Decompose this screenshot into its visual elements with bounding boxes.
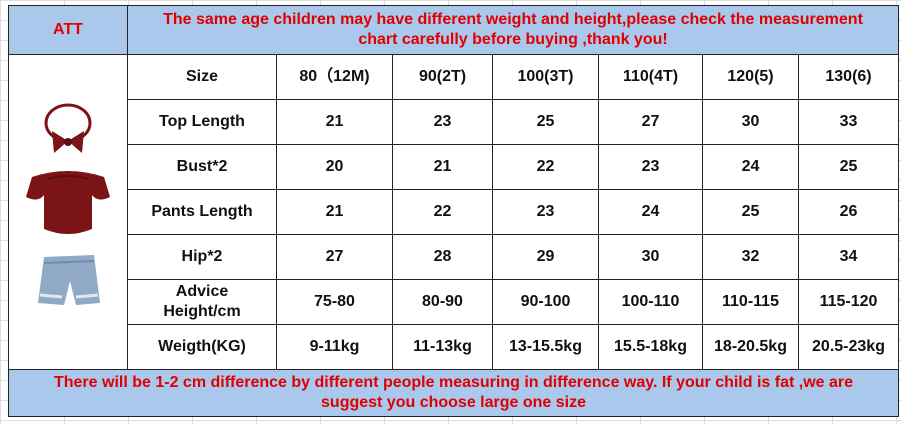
table-cell: 18-20.5kg	[702, 324, 799, 370]
table-cell: 13-15.5kg	[492, 324, 599, 370]
row-label-advice-line2: Height/cm	[163, 303, 241, 320]
row-label-bust: Bust*2	[127, 144, 277, 190]
table-cell: 20	[276, 144, 393, 190]
headband-bow-icon	[44, 103, 92, 153]
brand-label: ATT	[8, 5, 128, 55]
row-label-advice-line1: Advice	[175, 283, 229, 300]
size-120-header: 120(5)	[702, 54, 799, 100]
table-cell: 32	[702, 234, 799, 280]
size-110-header: 110(4T)	[598, 54, 703, 100]
measurement-notice-line1: The same age children may have different…	[163, 11, 863, 28]
table-cell: 115-120	[797, 279, 900, 325]
table-row-hip: Hip*2 27 28 29 30 32 34	[9, 234, 900, 280]
denim-shorts-icon	[38, 255, 100, 305]
product-photo-cell	[8, 54, 128, 370]
row-label-top-length: Top Length	[127, 99, 277, 145]
size-chart-table: ATT The same age children may have diffe…	[7, 5, 900, 417]
table-cell: 34	[797, 234, 900, 280]
table-cell: 30	[702, 99, 799, 145]
size-header-row: Size 80（12M) 90(2T) 100(3T) 110(4T) 120(…	[8, 54, 900, 370]
table-cell: 22	[392, 189, 493, 235]
table-cell: 23	[492, 189, 599, 235]
outfit-illustration	[26, 103, 110, 305]
row-label-pants-length: Pants Length	[127, 189, 277, 235]
table-cell: 24	[702, 144, 799, 190]
table-cell: 80-90	[392, 279, 493, 325]
table-cell: 11-13kg	[392, 324, 493, 370]
size-column-header: Size	[127, 54, 277, 100]
table-cell: 33	[797, 99, 900, 145]
table-cell: 15.5-18kg	[598, 324, 703, 370]
table-cell: 25	[492, 99, 599, 145]
table-cell: 100-110	[598, 279, 703, 325]
row-label-hip: Hip*2	[127, 234, 277, 280]
table-row-pants-length: Pants Length 21 22 23 24 25 26	[9, 189, 900, 235]
table-cell: 21	[276, 189, 393, 235]
table-cell: 75-80	[276, 279, 393, 325]
table-cell: 22	[492, 144, 599, 190]
table-cell: 25	[702, 189, 799, 235]
footer-notice-line2: suggest you choose large one size	[321, 394, 586, 411]
measurement-notice-line2: chart carefully before buying ,thank you…	[358, 31, 668, 48]
table-row-weight: Weigth(KG) 9-11kg 11-13kg 13-15.5kg 15.5…	[9, 324, 900, 370]
size-130-header: 130(6)	[797, 54, 900, 100]
table-row-advice-height: Advice Height/cm 75-80 80-90 90-100 100-…	[9, 279, 900, 325]
table-cell: 27	[598, 99, 703, 145]
table-cell: 23	[392, 99, 493, 145]
table-cell: 9-11kg	[276, 324, 393, 370]
row-label-advice-height: Advice Height/cm	[127, 279, 277, 325]
measurement-notice: The same age children may have different…	[126, 5, 900, 55]
table-cell: 29	[492, 234, 599, 280]
table-cell: 26	[797, 189, 900, 235]
footer-notice-line1: There will be 1-2 cm difference by diffe…	[53, 374, 854, 391]
table-cell: 24	[598, 189, 703, 235]
table-row-top-length: Top Length 21 23 25 27 30 33	[9, 99, 900, 145]
table-cell: 27	[276, 234, 393, 280]
table-cell: 90-100	[492, 279, 599, 325]
footer-row: There will be 1-2 cm difference by diffe…	[7, 369, 900, 417]
header-row: ATT The same age children may have diffe…	[8, 5, 900, 55]
table-cell: 28	[392, 234, 493, 280]
table-cell: 20.5-23kg	[797, 324, 900, 370]
table-cell: 110-115	[702, 279, 799, 325]
table-cell: 30	[598, 234, 703, 280]
table-cell: 21	[392, 144, 493, 190]
row-label-weight: Weigth(KG)	[127, 324, 277, 370]
table-cell: 25	[797, 144, 900, 190]
size-100-header: 100(3T)	[492, 54, 599, 100]
table-row-bust: Bust*2 20 21 22 23 24 25	[9, 144, 900, 190]
table-cell: 23	[598, 144, 703, 190]
measuring-difference-notice: There will be 1-2 cm difference by diffe…	[7, 369, 900, 417]
size-80-header: 80（12M)	[276, 54, 393, 100]
table-cell: 21	[276, 99, 393, 145]
ruffle-top-icon	[26, 171, 110, 234]
outfit-photo-icon	[18, 97, 118, 327]
size-90-header: 90(2T)	[392, 54, 493, 100]
